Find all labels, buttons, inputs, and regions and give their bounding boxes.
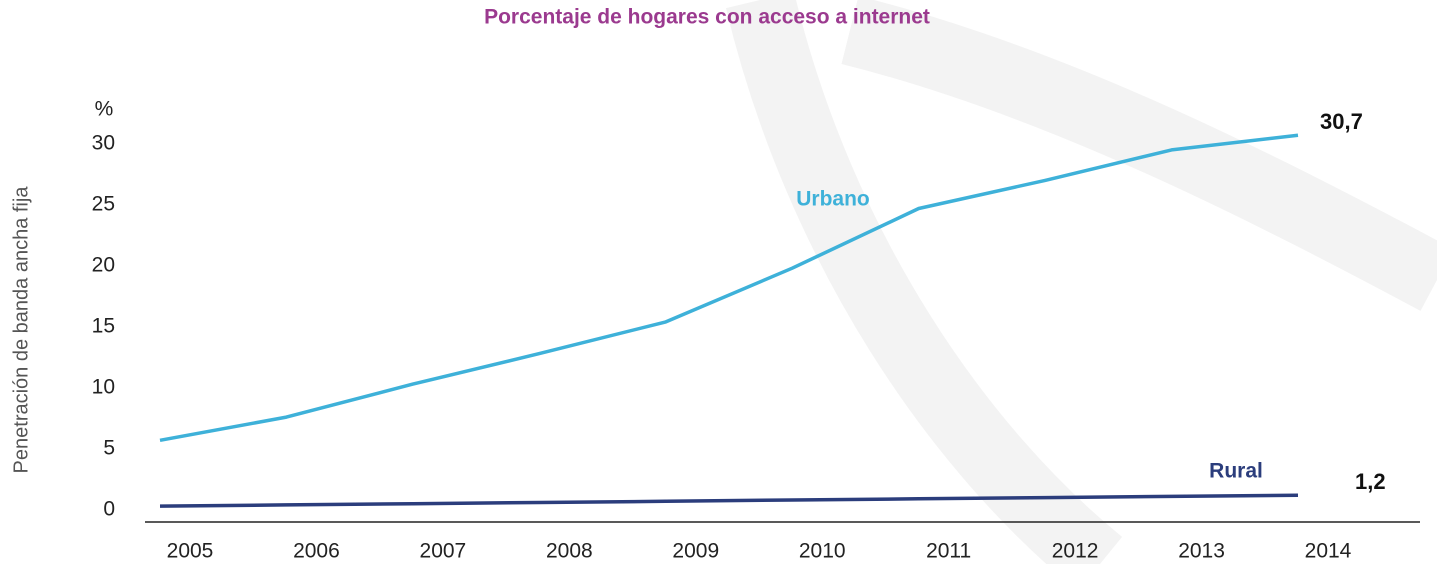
x-tick-label: 2005 [167, 540, 214, 563]
series-label: Urbano [796, 188, 870, 211]
chart-title: Porcentaje de hogares con acceso a inter… [484, 6, 930, 29]
x-tick-label: 2006 [293, 540, 340, 563]
background-decoration [725, 0, 1437, 564]
y-tick-label: 5 [103, 436, 115, 459]
y-tick-label: 15 [92, 314, 115, 337]
line-series [159, 493, 1299, 508]
value-label: 30,7 [1320, 109, 1363, 134]
x-tick-label: 2008 [546, 540, 593, 563]
x-tick-label: 2007 [420, 540, 467, 563]
series-label: Rural [1209, 460, 1263, 483]
x-tick-label: 2014 [1305, 540, 1352, 563]
y-tick-label: 10 [92, 375, 115, 398]
y-tick-label: 30 [92, 131, 115, 154]
x-tick-label: 2009 [672, 540, 719, 563]
x-tick-label: 2013 [1178, 540, 1225, 563]
y-axis-label: Penetración de banda ancha fija [10, 186, 32, 474]
x-tick-label: 2010 [799, 540, 846, 563]
x-tick-label: 2012 [1052, 540, 1099, 563]
line-series [159, 133, 1299, 443]
y-unit: % [95, 98, 114, 121]
value-label: 1,2 [1355, 469, 1386, 494]
x-tick-label: 2011 [926, 540, 971, 563]
y-tick-label: 20 [92, 253, 115, 276]
y-tick-label: 0 [103, 497, 115, 520]
y-tick-label: 25 [92, 192, 115, 215]
